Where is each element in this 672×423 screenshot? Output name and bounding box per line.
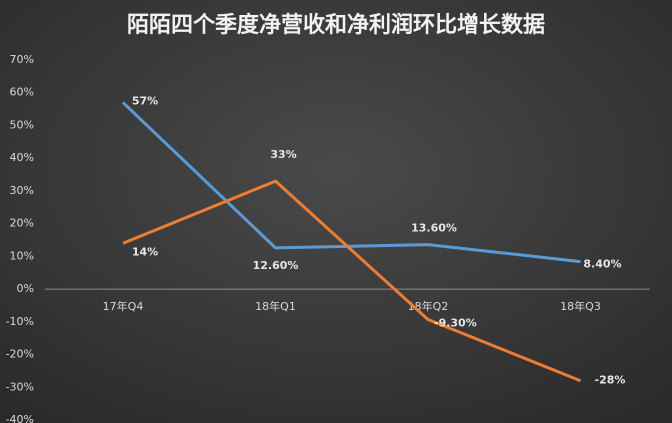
value-label: 57% [132, 95, 158, 108]
chart-title: 陌陌四个季度净营收和净利润环比增长数据 [127, 12, 545, 38]
x-tick-label: 18年Q1 [255, 299, 296, 313]
value-label: 8.40% [583, 258, 621, 271]
value-label: -9.30% [434, 317, 477, 330]
y-tick-label: 0% [17, 282, 34, 295]
line [122, 179, 582, 383]
value-label: 12.60% [253, 259, 299, 272]
y-tick-label: 70% [10, 53, 34, 66]
y-tick-label: 30% [10, 184, 34, 197]
line [121, 101, 581, 264]
y-tick-label: -30% [6, 380, 34, 393]
y-tick-label: 60% [10, 86, 34, 99]
y-tick-label: 50% [10, 118, 34, 131]
y-tick-label: -20% [6, 348, 34, 361]
value-label: 33% [270, 148, 296, 161]
y-tick-label: 10% [10, 249, 34, 262]
y-tick-label: 20% [10, 217, 34, 230]
value-label: 13.60% [411, 222, 457, 235]
y-tick-label: -10% [6, 315, 34, 328]
x-tick-label: 18年Q3 [560, 299, 601, 313]
y-tick-label: -40% [6, 413, 34, 423]
value-label: -28% [595, 374, 626, 387]
value-label: 14% [132, 245, 158, 258]
x-tick-label: 17年Q4 [103, 299, 144, 313]
y-tick-label: 40% [10, 151, 34, 164]
